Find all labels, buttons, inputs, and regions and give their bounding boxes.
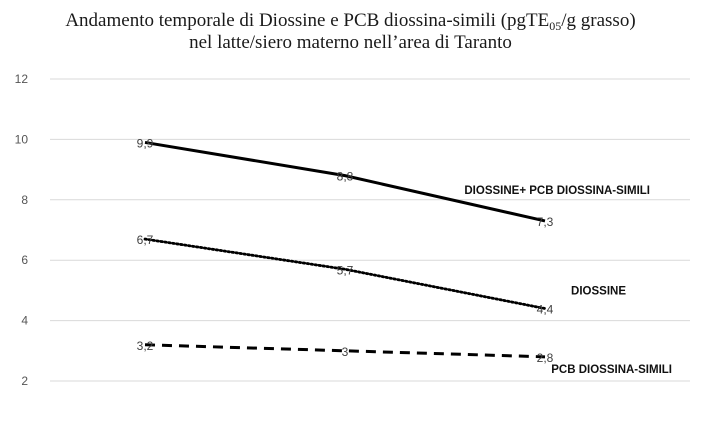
- y-tick-label-10: 10: [15, 132, 29, 146]
- series-label-2: DIOSSINE: [571, 286, 626, 298]
- series-label-1: DIOSSINE+ PCB DIOSSINA-SIMILI: [464, 185, 650, 197]
- data-label-s3-p1: 3,2: [137, 339, 154, 353]
- data-label-s2-p3: 4,4: [537, 303, 554, 317]
- y-axis-ticks: 0 2 4 6 8 10 12: [15, 72, 29, 437]
- chart-title-line1: Andamento temporale di Diossine e PCB di…: [65, 10, 636, 33]
- series-line-2: [143, 237, 547, 310]
- y-tick-label-2: 2: [21, 374, 28, 388]
- data-label-s3-p2: 3: [342, 345, 349, 359]
- chart-title-line2: nel latte/siero materno nell’area di Tar…: [189, 32, 512, 53]
- data-label-s3-p3: 2,8: [537, 351, 554, 365]
- data-label-s1-p2: 8,8: [337, 170, 354, 184]
- y-tick-label-6: 6: [21, 253, 28, 267]
- y-tick-label-8: 8: [21, 193, 28, 207]
- y-tick-label-0: 0: [21, 434, 28, 437]
- data-labels: 9,9 8,8 7,3 DIOSSINE+ PCB DIOSSINA-SIMILI 6,…: [137, 136, 672, 375]
- y-tick-label-4: 4: [21, 314, 28, 328]
- data-label-s2-p1: 6,7: [137, 233, 154, 247]
- gridlines: [50, 78, 690, 382]
- data-label-s1-p3: 7,3: [537, 215, 554, 229]
- chart-title: Andamento temporale di Diossine e PCB di…: [0, 0, 701, 54]
- series-label-3: PCB DIOSSINA-SIMILI: [551, 364, 672, 376]
- data-label-s2-p2: 5,7: [337, 263, 354, 277]
- series-lines: [143, 140, 547, 359]
- series-line-1: [144, 140, 546, 223]
- data-label-s1-p1: 9,9: [137, 136, 154, 150]
- y-tick-label-12: 12: [15, 72, 29, 86]
